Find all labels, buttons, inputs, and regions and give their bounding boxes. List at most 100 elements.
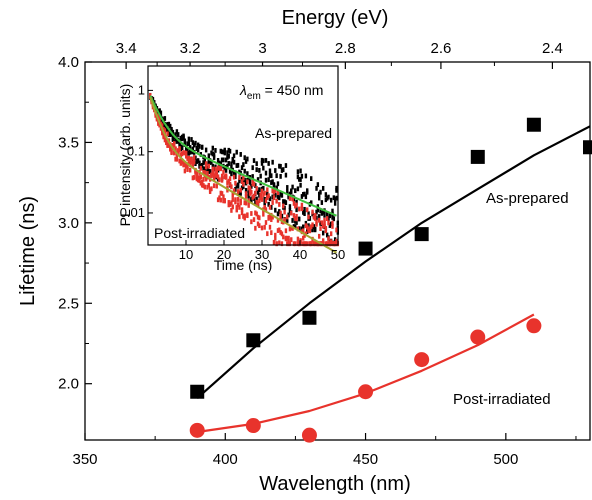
data-point-square — [246, 333, 261, 348]
inset-decay-point — [308, 241, 312, 247]
inset-decay-point — [236, 197, 240, 202]
inset-decay-point — [207, 182, 210, 188]
inset-decay-point — [206, 184, 209, 190]
inset-decay-point — [263, 224, 266, 230]
inset-decay-point — [218, 177, 221, 183]
inset-decay-point — [244, 159, 248, 164]
inset-decay-point — [329, 231, 333, 237]
inset-decay-point — [157, 113, 160, 119]
inset-decay-point — [284, 228, 288, 234]
inset-decay-point — [302, 241, 305, 247]
inset-decay-point — [199, 165, 203, 171]
inset-decay-point — [204, 161, 208, 167]
inset-decay-point — [175, 156, 179, 162]
inset-decay-point — [288, 226, 292, 232]
inset-decay-point — [236, 189, 240, 194]
inset-decay-point — [200, 144, 204, 150]
inset-decay-point — [240, 207, 244, 213]
inset-decay-point — [272, 239, 276, 245]
inset-decay-point — [199, 174, 203, 180]
inset-decay-point — [252, 158, 256, 163]
inset-decay-point — [286, 241, 289, 247]
inset-decay-point — [262, 165, 265, 171]
inset-decay-point — [182, 135, 185, 141]
inset-decay-point — [254, 210, 257, 216]
inset-decay-point — [191, 163, 195, 169]
inset-decay-point — [194, 155, 197, 161]
inset-decay-point — [158, 116, 161, 122]
inset-decay-point — [321, 238, 325, 244]
inset-decay-point — [239, 152, 242, 157]
inset-decay-point — [186, 167, 189, 172]
inset-decay-point — [242, 214, 245, 219]
inset-decay-point — [335, 195, 338, 201]
series-label-post-irradiated: Post-irradiated — [453, 391, 551, 408]
inset-decay-point — [328, 213, 332, 219]
inset-decay-point — [325, 211, 329, 217]
inset-decay-point — [259, 173, 262, 179]
inset-decay-point — [183, 162, 187, 168]
inset-decay-point — [244, 194, 248, 199]
inset-decay-point — [208, 160, 212, 165]
inset-decay-point — [288, 191, 292, 197]
inset-decay-point — [319, 189, 322, 195]
inset-decay-point — [304, 194, 308, 200]
inset-decay-point — [244, 200, 248, 206]
inset-decay-point — [258, 192, 261, 198]
inset-decay-point — [288, 208, 292, 213]
inset-decay-point — [162, 127, 165, 132]
data-point-square — [358, 241, 373, 256]
inset-decay-point — [329, 241, 333, 247]
inset-decay-point — [295, 199, 298, 205]
inset-decay-point — [251, 179, 254, 185]
inset-decay-point — [319, 220, 322, 226]
inset-decay-point — [290, 237, 293, 243]
inset-decay-point — [215, 168, 218, 174]
data-point-square — [470, 149, 485, 164]
inset-decay-point — [299, 182, 302, 188]
inset-decay-point — [174, 132, 177, 138]
inset-decay-point — [206, 165, 209, 171]
inset-decay-point — [329, 221, 333, 227]
inset-decay-point — [315, 215, 318, 221]
inset-decay-point — [321, 209, 325, 215]
inset-decay-point — [286, 185, 289, 190]
inset-decay-point — [268, 204, 272, 210]
inset-decay-point — [333, 241, 337, 247]
inset-decay-point — [316, 182, 320, 187]
inset-decay-point — [238, 178, 241, 184]
inset-decay-point — [311, 227, 314, 233]
inset-decay-point — [198, 175, 201, 181]
inset-decay-point — [220, 191, 224, 196]
inset-decay-point — [198, 178, 201, 183]
inset-decay-point — [304, 173, 308, 179]
x2-tick-label: 3.2 — [180, 40, 201, 57]
x-axis-title: Wavelength (nm) — [259, 473, 411, 495]
inset-decay-point — [335, 238, 338, 244]
inset-decay-point — [167, 121, 171, 127]
inset-decay-point — [262, 158, 265, 164]
inset-decay-point — [294, 216, 297, 221]
inset-decay-point — [248, 179, 252, 185]
inset-decay-point — [220, 149, 224, 155]
inset-decay-point — [278, 227, 281, 233]
x2-tick-label: 2.4 — [542, 40, 563, 57]
inset-decay-point — [295, 207, 298, 213]
inset-decay-point — [166, 142, 169, 148]
inset-decay-point — [286, 235, 289, 241]
inset-decay-point — [228, 181, 232, 187]
inset-decay-point — [223, 147, 226, 153]
inset-decay-point — [227, 200, 230, 205]
inset-decay-point — [314, 227, 317, 233]
inset-decay-point — [299, 168, 302, 174]
inset-decay-point — [278, 202, 281, 207]
inset-decay-point — [268, 224, 272, 230]
inset-decay-point — [219, 197, 222, 203]
inset-decay-point — [169, 145, 172, 150]
inset-decay-point — [292, 201, 296, 206]
inset-decay-point — [271, 214, 274, 220]
inset-decay-point — [246, 156, 249, 162]
inset-decay-point — [251, 165, 254, 171]
inset-decay-point — [162, 134, 165, 140]
inset-decay-point — [179, 158, 183, 164]
